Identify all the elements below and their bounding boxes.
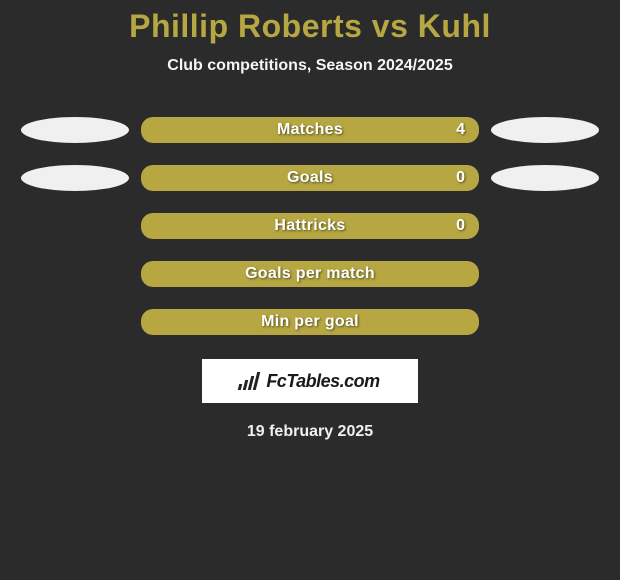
stat-bar: Matches 4 (141, 117, 479, 143)
stat-label: Goals (287, 169, 333, 187)
stat-label: Matches (277, 121, 343, 139)
stat-bar: Goals per match (141, 261, 479, 287)
right-oval (491, 165, 599, 191)
stat-bar: Goals 0 (141, 165, 479, 191)
left-oval (21, 165, 129, 191)
stat-value: 0 (456, 169, 465, 187)
stat-rows: Matches 4 Goals 0 Hattricks 0 Goals (10, 117, 610, 335)
date-text: 19 february 2025 (0, 423, 620, 441)
right-oval (491, 117, 599, 143)
stat-label: Hattricks (274, 217, 345, 235)
stat-bar: Min per goal (141, 309, 479, 335)
stat-row-matches: Matches 4 (10, 117, 610, 143)
stat-row-hattricks: Hattricks 0 (10, 213, 610, 239)
page-title: Phillip Roberts vs Kuhl (0, 8, 620, 45)
subtitle: Club competitions, Season 2024/2025 (0, 57, 620, 75)
infographic-container: Phillip Roberts vs Kuhl Club competition… (0, 0, 620, 441)
stat-label: Goals per match (245, 265, 375, 283)
stat-row-min-per-goal: Min per goal (10, 309, 610, 335)
bars-icon (238, 372, 264, 390)
stat-label: Min per goal (261, 313, 359, 331)
stat-value: 0 (456, 217, 465, 235)
stat-row-goals-per-match: Goals per match (10, 261, 610, 287)
stat-bar: Hattricks 0 (141, 213, 479, 239)
stat-row-goals: Goals 0 (10, 165, 610, 191)
left-oval (21, 117, 129, 143)
logo-text: FcTables.com (266, 371, 379, 392)
stat-value: 4 (456, 121, 465, 139)
logo-box: FcTables.com (202, 359, 418, 403)
